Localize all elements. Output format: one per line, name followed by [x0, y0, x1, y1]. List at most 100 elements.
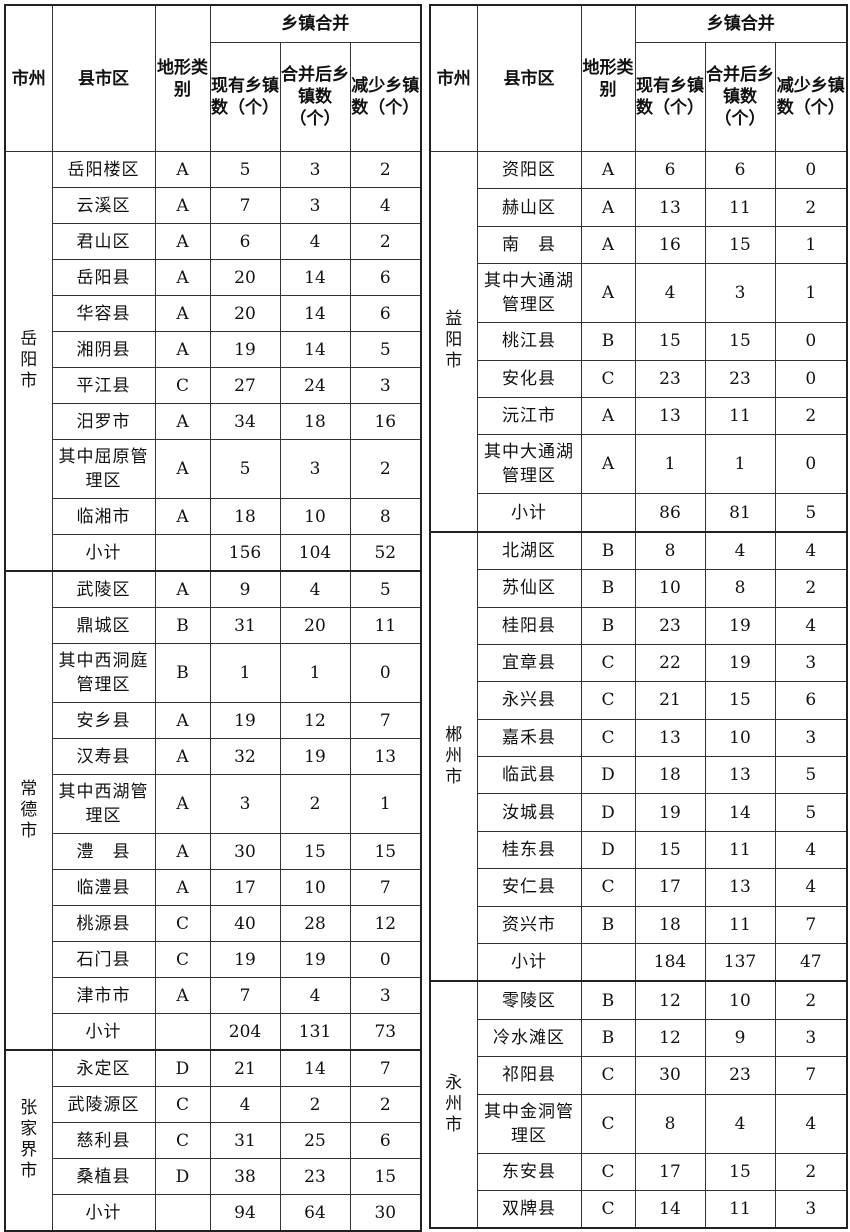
table-row: 其中屈原管理区 A 5 3 2: [5, 439, 422, 499]
terrain-cell: C: [580, 718, 636, 758]
merged-count: 14: [279, 1049, 351, 1087]
reduced-count: 4: [774, 868, 848, 907]
city-name: 岳阳市: [20, 329, 38, 391]
district-cell: 永定区: [51, 1049, 156, 1087]
header-merge-group: 乡镇合并: [634, 4, 848, 43]
district-cell: 桃源县: [51, 905, 156, 942]
existing-count: 13: [634, 718, 706, 758]
merged-count: 19: [704, 606, 776, 645]
district-cell: 湘阴县: [51, 331, 156, 368]
existing-count: 7: [209, 187, 281, 224]
reduced-count: 2: [349, 1086, 422, 1123]
terrain-cell: A: [580, 150, 636, 190]
table-row: 岳阳市 岳阳楼区 A 5 3 2: [4, 151, 422, 572]
reduced-count: 0: [774, 434, 848, 495]
header-existing: 现有乡镇数（个）: [209, 42, 281, 152]
merged-count: 1: [279, 643, 351, 703]
terrain-cell: C: [580, 868, 636, 907]
terrain-cell: [580, 493, 636, 533]
reduced-count: 5: [349, 570, 422, 608]
district-cell: 东安县: [476, 1152, 582, 1191]
table-row: 其中金洞管理区 C 8 4 4: [430, 1093, 848, 1154]
merged-count: 19: [704, 643, 776, 683]
header-city: 市州: [4, 4, 53, 152]
district-cell: 临澧县: [51, 869, 156, 906]
reduced-count: 7: [349, 1049, 422, 1087]
terrain-cell: B: [580, 322, 636, 361]
reduced-count: 6: [349, 259, 422, 296]
subtotal-label: 小计: [51, 1194, 156, 1232]
merged-count: 20: [279, 607, 351, 644]
reduced-count: 4: [774, 606, 848, 645]
table-row: 宜章县 C 22 19 3: [430, 643, 848, 683]
table-row: 其中大通湖管理区 A 1 1 0: [430, 434, 848, 495]
reduced-count: 3: [774, 1018, 848, 1058]
district-cell: 桂东县: [476, 830, 582, 870]
subtotal-merged: 131: [279, 1013, 351, 1051]
reduced-count: 2: [774, 188, 848, 227]
terrain-cell: A: [154, 833, 211, 870]
subtotal-reduced: 73: [349, 1013, 422, 1051]
existing-count: 17: [634, 868, 706, 907]
district-cell: 临武县: [476, 756, 582, 795]
district-cell: 永兴县: [476, 681, 582, 720]
table-body: 岳阳市 岳阳楼区 A 5 3 2 云溪区 A 7 3 4 君山区 A 6 4 2 岳阳县 A 20 14 6 华容县 A 20…: [4, 151, 422, 1232]
existing-count: 12: [634, 980, 706, 1020]
existing-count: 7: [209, 977, 281, 1014]
merged-count: 3: [279, 151, 351, 188]
terrain-cell: C: [580, 1152, 636, 1191]
table-row: 东安县 C 17 15 2: [430, 1152, 848, 1191]
reduced-count: 6: [349, 295, 422, 332]
terrain-cell: A: [154, 259, 211, 296]
city-cell: 张家界市: [4, 1049, 53, 1232]
merged-count: 4: [279, 977, 351, 1014]
city-name: 张家界市: [20, 1098, 38, 1181]
terrain-cell: A: [154, 498, 211, 535]
header-city: 市州: [429, 4, 478, 152]
district-cell: 桂阳县: [476, 606, 582, 645]
merged-count: 23: [279, 1158, 351, 1195]
reduced-count: 3: [774, 643, 848, 683]
reduced-count: 1: [349, 774, 422, 834]
terrain-cell: D: [154, 1049, 211, 1087]
existing-count: 34: [209, 403, 281, 440]
terrain-cell: D: [580, 793, 636, 832]
subtotal-reduced: 52: [349, 534, 422, 572]
reduced-count: 0: [349, 643, 422, 703]
reduced-count: 4: [774, 530, 848, 571]
merged-count: 13: [704, 868, 776, 907]
district-cell: 其中屈原管理区: [51, 439, 156, 499]
subtotal-label: 小计: [51, 534, 156, 572]
existing-count: 8: [634, 530, 706, 571]
merged-count: 10: [279, 869, 351, 906]
merged-count: 15: [704, 681, 776, 720]
terrain-cell: A: [154, 977, 211, 1014]
subtotal-label: 小计: [51, 1013, 156, 1051]
table-row: 汨罗市 A 34 18 16: [5, 403, 422, 440]
district-cell: 岳阳楼区: [51, 151, 156, 188]
district-cell: 安乡县: [51, 702, 156, 739]
city-name: 永州市: [445, 1072, 463, 1135]
existing-count: 8: [634, 1093, 706, 1154]
table-row: 南 县 A 16 15 1: [430, 225, 848, 265]
existing-count: 10: [634, 569, 706, 608]
merged-count: 2: [279, 774, 351, 834]
reduced-count: 6: [349, 1122, 422, 1159]
table-row: 郴州市 北湖区 B 8 4 4: [429, 530, 848, 982]
terrain-cell: C: [580, 359, 636, 398]
district-cell: 武陵区: [51, 570, 156, 608]
merged-count: 28: [279, 905, 351, 942]
terrain-cell: A: [154, 570, 211, 608]
terrain-cell: A: [154, 869, 211, 906]
reduced-count: 7: [349, 702, 422, 739]
terrain-cell: A: [154, 774, 211, 834]
district-cell: 其中大通湖管理区: [476, 263, 582, 324]
table-row: 汝城县 D 19 14 5: [430, 793, 848, 832]
table-row: 苏仙区 B 10 8 2: [430, 569, 848, 608]
merged-count: 10: [704, 718, 776, 758]
terrain-cell: B: [580, 569, 636, 608]
merged-count: 15: [704, 322, 776, 361]
table-row: 嘉禾县 C 13 10 3: [430, 718, 848, 758]
merged-count: 18: [279, 403, 351, 440]
table-row: 张家界市 永定区 D 21 14 7: [4, 1049, 422, 1232]
